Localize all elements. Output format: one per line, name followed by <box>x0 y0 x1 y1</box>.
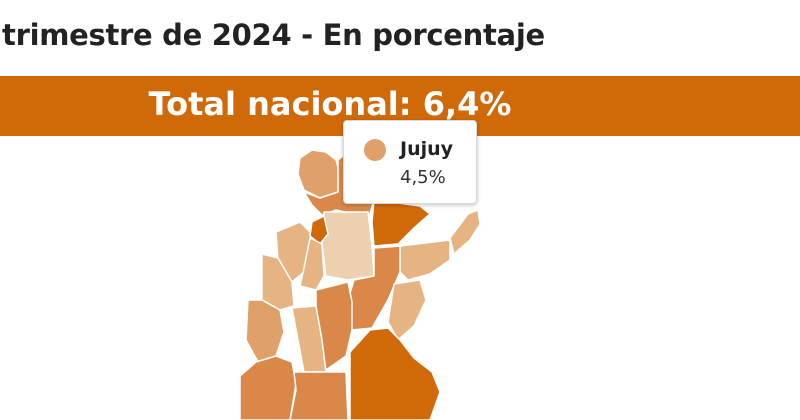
tooltip-color-swatch <box>364 139 386 161</box>
national-total-banner: Total nacional: 6,4% <box>0 76 800 136</box>
region-santa-fe[interactable] <box>347 245 401 331</box>
region-entre-rios[interactable] <box>387 279 427 341</box>
region-la-pampa[interactable] <box>289 371 349 420</box>
region-formosa[interactable] <box>371 199 431 247</box>
chart-title: trimestre de 2024 - En porcentaje <box>2 18 545 52</box>
region-tooltip: Jujuy 4,5% <box>343 120 477 204</box>
region-buenos-aires[interactable] <box>349 327 441 420</box>
tooltip-region-name: Jujuy <box>400 138 454 160</box>
region-san-juan[interactable] <box>245 299 285 363</box>
region-mendoza[interactable] <box>239 355 297 420</box>
region-misiones[interactable] <box>449 209 481 255</box>
national-total-label: Total nacional: 6,4% <box>148 85 512 123</box>
region-corrientes[interactable] <box>399 239 451 281</box>
region-tucuman[interactable] <box>309 215 329 245</box>
tooltip-region-value: 4,5% <box>400 167 446 188</box>
region-jujuy[interactable] <box>297 149 341 199</box>
region-chaco[interactable] <box>321 211 375 281</box>
